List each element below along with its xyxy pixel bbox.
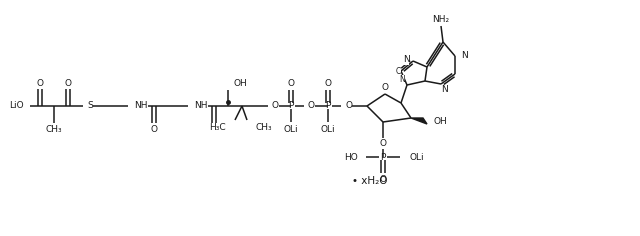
Text: OLi: OLi xyxy=(284,125,298,134)
Text: S: S xyxy=(87,101,93,110)
Text: O: O xyxy=(324,80,332,88)
Text: O: O xyxy=(380,176,387,185)
Text: P: P xyxy=(288,101,294,110)
Text: • xH₂O: • xH₂O xyxy=(352,176,388,186)
Text: HO: HO xyxy=(344,152,358,161)
Text: N: N xyxy=(399,75,405,84)
Text: O: O xyxy=(65,79,72,88)
Text: O: O xyxy=(381,83,388,92)
Text: LiO: LiO xyxy=(9,101,24,110)
Text: P: P xyxy=(380,152,386,161)
Text: OLi: OLi xyxy=(409,152,424,161)
Text: O: O xyxy=(287,80,294,88)
Text: O: O xyxy=(211,126,218,135)
Text: NH₂: NH₂ xyxy=(433,14,449,24)
Text: O: O xyxy=(272,101,279,110)
Text: N: N xyxy=(442,85,449,94)
Text: OH: OH xyxy=(434,117,448,126)
Text: C: C xyxy=(396,67,401,76)
Text: P: P xyxy=(325,101,331,110)
Text: N: N xyxy=(403,55,410,64)
Text: H₃C: H₃C xyxy=(209,122,226,131)
Text: N: N xyxy=(461,51,468,60)
Text: OH: OH xyxy=(234,80,248,88)
Text: O: O xyxy=(308,101,315,110)
Text: O: O xyxy=(36,79,44,88)
Polygon shape xyxy=(411,118,427,124)
Text: OLi: OLi xyxy=(321,125,335,134)
Text: CH₃: CH₃ xyxy=(255,123,271,132)
Text: NH: NH xyxy=(134,101,147,110)
Text: CH₃: CH₃ xyxy=(45,126,62,135)
Text: O: O xyxy=(345,101,352,110)
Text: O: O xyxy=(380,139,387,148)
Text: O: O xyxy=(150,126,157,135)
Text: NH: NH xyxy=(194,101,207,110)
